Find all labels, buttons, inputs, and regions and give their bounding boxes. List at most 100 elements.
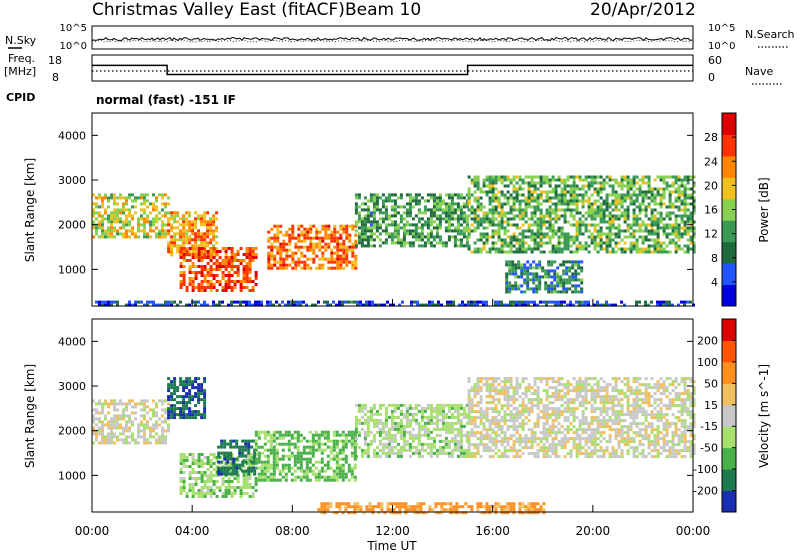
velocity-echo-cell [179, 395, 183, 399]
power-echo-cell [674, 235, 678, 239]
power-echo-cell [402, 244, 406, 248]
power-echo-cell [438, 214, 442, 218]
velocity-echo-cell [203, 483, 207, 486]
velocity-echo-cell [509, 395, 513, 399]
power-echo-cell [568, 275, 572, 279]
velocity-echo-cell [393, 451, 397, 455]
power-echo-cell [155, 205, 158, 209]
velocity-echo-cell [363, 433, 367, 437]
velocity-echo-cell [408, 445, 412, 449]
velocity-echo-cell [503, 377, 507, 381]
power-echo-cell [155, 217, 158, 221]
velocity-echo-cell [257, 475, 261, 479]
velocity-echo-cell [357, 445, 361, 449]
velocity-echo-cell [272, 436, 276, 440]
power-echo-cell [444, 214, 448, 218]
power-echo-cell [146, 199, 149, 203]
power-echo-cell [560, 241, 564, 245]
power-echo-cell [680, 178, 684, 182]
power-echo-cell [665, 300, 668, 304]
velocity-echo-cell [241, 439, 245, 443]
power-echo-cell [291, 251, 295, 255]
power-echo-cell [491, 196, 495, 200]
power-echo-cell [629, 223, 633, 227]
power-echo-cell [236, 271, 240, 274]
velocity-echo-cell [320, 442, 324, 446]
power-echo-cell [566, 202, 570, 206]
velocity-echo-cell [485, 416, 489, 420]
power-echo-cell [408, 196, 412, 200]
power-echo-cell [518, 303, 521, 307]
power-echo-cell [393, 229, 397, 233]
velocity-echo-cell [188, 486, 192, 489]
power-echo-cell [551, 226, 555, 230]
velocity-echo-cell [509, 398, 513, 402]
velocity-echo-cell [266, 475, 270, 479]
power-echo-cell [523, 281, 527, 285]
power-echo-cell [104, 211, 107, 215]
velocity-echo-cell [113, 423, 116, 427]
power-echo-cell [311, 303, 314, 307]
power-echo-cell [560, 178, 564, 182]
power-echo-cell [197, 238, 201, 242]
power-echo-cell [505, 260, 509, 264]
velocity-echo-cell [110, 441, 113, 445]
velocity-echo-cell [95, 423, 98, 427]
power-echo-cell [209, 232, 213, 236]
velocity-echo-cell [390, 433, 394, 437]
power-echo-cell [593, 235, 597, 239]
velocity-echo-cell [456, 427, 460, 431]
power-echo-cell [456, 193, 460, 197]
velocity-echo-cell [503, 449, 507, 453]
power-echo-cell [560, 181, 564, 185]
power-echo-cell [557, 184, 561, 188]
power-echo-cell [575, 247, 579, 251]
power-echo-cell [668, 303, 671, 307]
power-echo-cell [224, 262, 228, 265]
power-echo-cell [456, 244, 460, 248]
velocity-echo-cell [485, 407, 489, 411]
power-echo-cell [515, 303, 518, 307]
power-echo-cell [438, 226, 442, 230]
power-echo-cell [683, 187, 687, 191]
power-echo-cell [518, 199, 522, 203]
power-echo-cell [523, 266, 527, 270]
power-echo-cell [563, 300, 566, 304]
power-echo-cell [113, 226, 116, 230]
power-echo-cell [390, 232, 394, 236]
power-echo-cell [353, 300, 356, 304]
power-echo-cell [626, 223, 630, 227]
power-echo-cell [638, 300, 641, 304]
power-echo-cell [402, 217, 406, 221]
power-echo-cell [544, 275, 548, 279]
power-echo-cell [544, 287, 548, 291]
power-echo-cell [581, 244, 585, 248]
power-echo-cell [267, 251, 271, 255]
velocity-echo-cell [491, 419, 495, 423]
velocity-echo-cell [494, 386, 498, 390]
power-echo-cell [620, 214, 624, 218]
power-echo-cell [113, 202, 116, 206]
power-echo-cell [282, 233, 286, 237]
power-echo-cell [459, 193, 463, 197]
velocity-echo-cell [476, 443, 480, 447]
power-echo-cell [593, 303, 596, 307]
power-echo-cell [161, 232, 164, 236]
power-echo-cell [584, 178, 588, 182]
power-echo-cell [233, 259, 237, 262]
velocity-echo-cell [254, 442, 258, 446]
velocity-echo-cell [107, 420, 110, 424]
power-echo-cell [438, 196, 442, 200]
velocity-echo-cell [353, 448, 357, 452]
velocity-echo-cell [414, 412, 418, 416]
velocity-echo-cell [107, 402, 110, 406]
power-echo-cell [336, 245, 340, 249]
power-echo-cell [623, 178, 627, 182]
velocity-echo-cell [92, 432, 95, 436]
power-echo-cell [224, 283, 228, 286]
power-echo-cell [611, 226, 615, 230]
power-echo-cell [362, 303, 365, 307]
velocity-echo-cell [188, 389, 192, 393]
power-echo-cell [565, 287, 569, 291]
power-echo-cell [113, 208, 116, 212]
